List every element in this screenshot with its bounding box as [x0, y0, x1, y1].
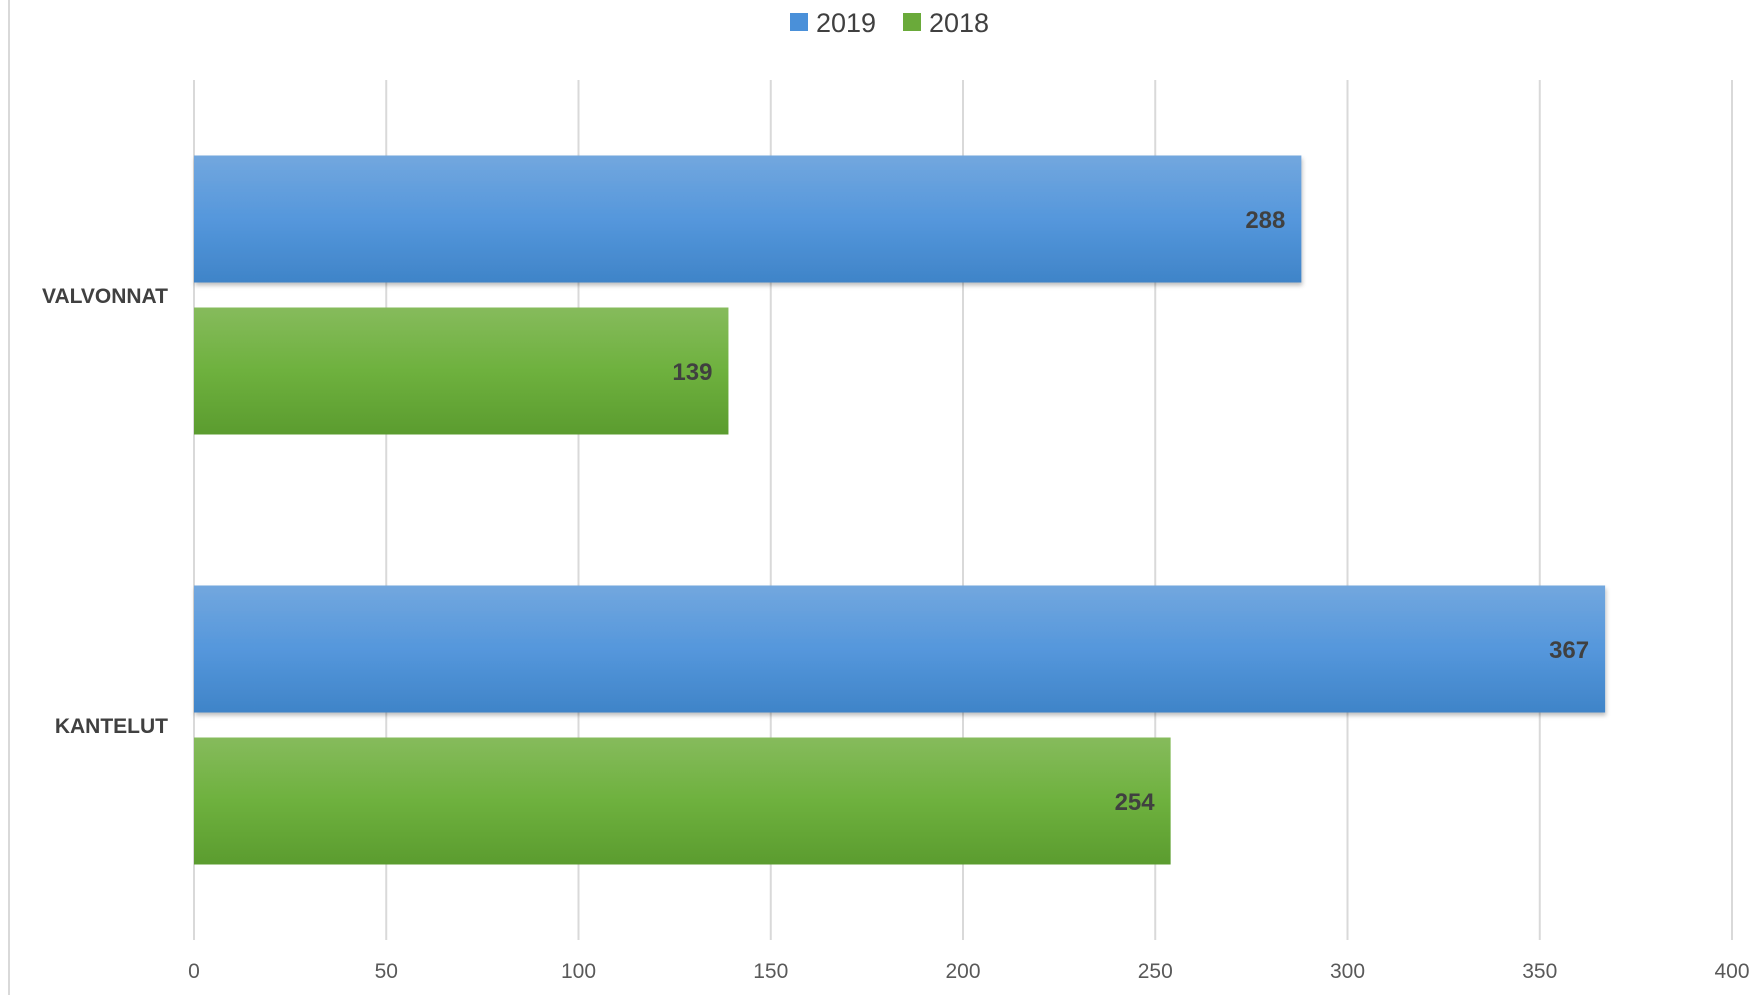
x-tick-label: 100 [561, 960, 596, 983]
data-label: 254 [1115, 789, 1156, 816]
x-tick-label: 400 [1714, 960, 1749, 983]
bar-2018-valvonnat [194, 307, 729, 435]
x-tick-label: 200 [945, 960, 980, 983]
data-label: 288 [1245, 207, 1285, 234]
legend-label: 2018 [929, 8, 989, 38]
x-tick-label: 50 [375, 960, 398, 983]
x-tick-label: 350 [1522, 960, 1557, 983]
legend-label: 2019 [816, 8, 876, 38]
legend-swatch-2018 [903, 13, 921, 31]
category-label: VALVONNAT [42, 285, 168, 308]
bar-2019-valvonnat [194, 155, 1302, 283]
data-label: 367 [1549, 637, 1589, 664]
category-label: KANTELUT [55, 715, 168, 738]
bar-2019-kantelut [194, 585, 1606, 713]
bar-2018-kantelut [194, 737, 1171, 865]
x-tick-label: 150 [753, 960, 788, 983]
legend-swatch-2019 [790, 13, 808, 31]
x-tick-label: 300 [1330, 960, 1365, 983]
x-tick-label: 250 [1138, 960, 1173, 983]
x-tick-label: 0 [188, 960, 200, 983]
bars [194, 155, 1606, 865]
data-label: 139 [672, 359, 712, 386]
legend: 2019 2018 [790, 8, 989, 38]
labels: 0 50 100 150 200 250 300 350 400 VALVONNAT 288 139 K… [42, 207, 1750, 983]
